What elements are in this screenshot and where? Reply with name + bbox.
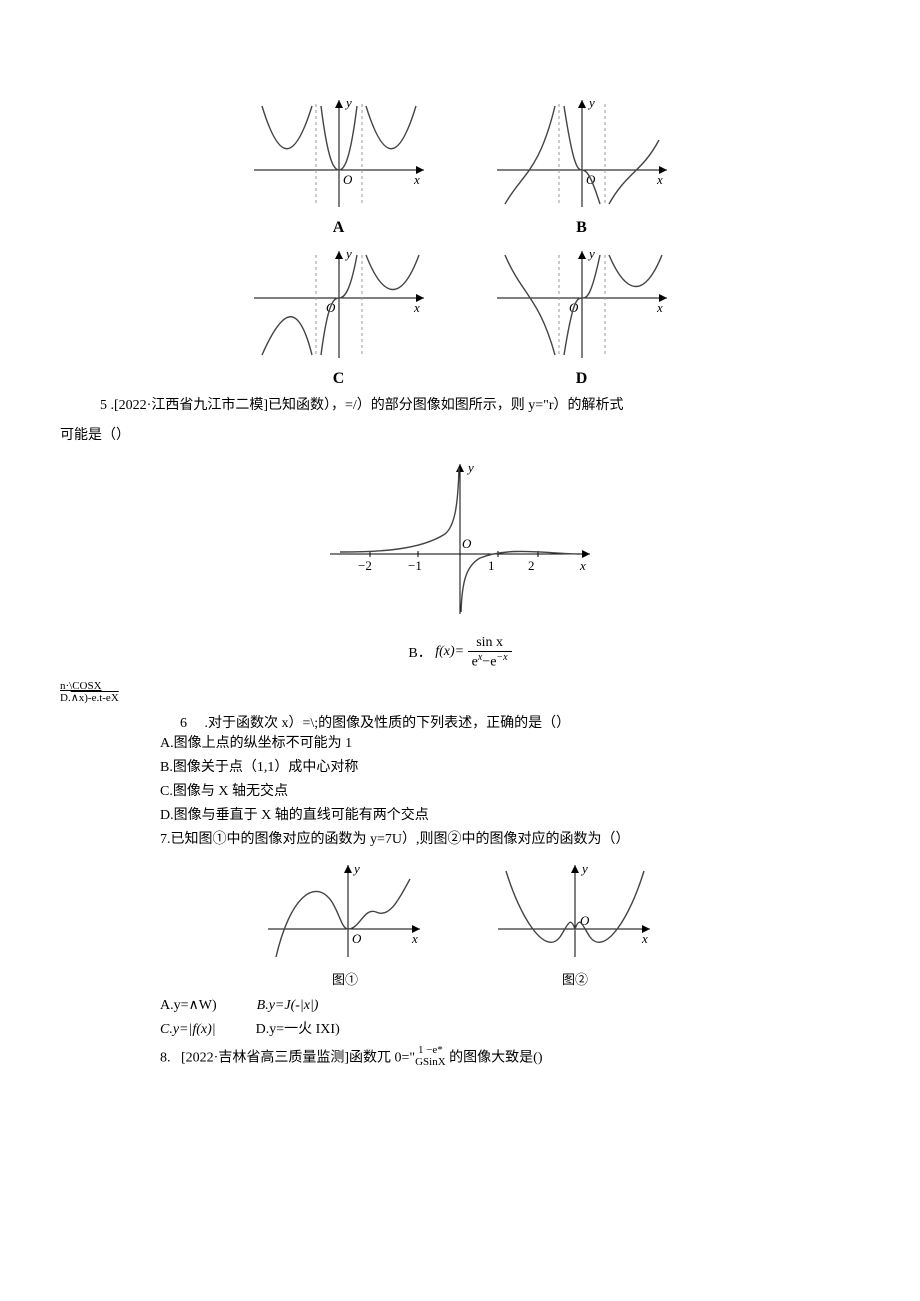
q7-graph2-cell: O x y 图② bbox=[490, 857, 660, 988]
q7-b: B.y=J(-|x|) bbox=[257, 994, 319, 1018]
svg-text:x: x bbox=[579, 558, 586, 573]
q6-a: A.图像上点的纵坐标不可能为 1 bbox=[160, 732, 880, 756]
q6-num: 6 bbox=[180, 716, 187, 731]
q5-line2: 可能是（） bbox=[60, 424, 880, 448]
q5-option-b: B． f(x)= sin x ex−e−x bbox=[40, 635, 880, 671]
q5-line1: 5 .[2022·江西省九江市二模]已知函数），=/）的部分图像如图所示，则 y… bbox=[100, 394, 880, 418]
abcd-graph-grid: O x y A O x y B O bbox=[235, 92, 685, 388]
svg-text:−2: −2 bbox=[358, 558, 372, 573]
svg-text:y: y bbox=[352, 861, 360, 876]
graph-a-cell: O x y A bbox=[244, 92, 434, 237]
graph-b-label: B bbox=[487, 219, 677, 237]
q7-text: 7.已知图①中的图像对应的函数为 y=7U）,则图②中的图像对应的函数为（） bbox=[160, 828, 880, 852]
q5-b-den: ex−e−x bbox=[468, 652, 512, 671]
q6-b: B.图像关于点（1,1）成中心对称 bbox=[160, 756, 880, 780]
graph-a-label: A bbox=[244, 219, 434, 237]
svg-text:x: x bbox=[411, 931, 418, 946]
q5-b-fraction: sin x ex−e−x bbox=[468, 635, 512, 671]
svg-text:O: O bbox=[343, 172, 353, 187]
q6-text: .对于函数次 x）=\;的图像及性质的下列表述，正确的是（） bbox=[205, 716, 571, 731]
graph-d-cell: O x y D bbox=[487, 243, 677, 388]
svg-text:O: O bbox=[462, 536, 472, 551]
svg-text:y: y bbox=[344, 95, 352, 110]
graph-b-cell: O x y B bbox=[487, 92, 677, 237]
graph-c-label: C bbox=[244, 370, 434, 388]
svg-text:x: x bbox=[413, 300, 420, 315]
svg-text:1: 1 bbox=[488, 558, 495, 573]
q6-c: C.图像与 X 轴无交点 bbox=[160, 780, 880, 804]
svg-text:x: x bbox=[656, 172, 663, 187]
q8-line: 8. [2022·吉林省高三质量监测]函数兀 0="1 −e*GSinX 的图像… bbox=[160, 1046, 880, 1070]
q8-frac: 1 −e*GSinX bbox=[415, 1044, 446, 1068]
q7-d: D.y=一火 IXI) bbox=[256, 1018, 340, 1042]
svg-text:y: y bbox=[466, 460, 474, 475]
svg-text:y: y bbox=[344, 246, 352, 261]
graph-c: O x y bbox=[244, 243, 434, 363]
svg-text:x: x bbox=[641, 931, 648, 946]
graph-d: O x y bbox=[487, 243, 677, 363]
q5-b-func: f(x)= bbox=[435, 644, 464, 660]
q5-graph-wrap: x y O −2 −1 1 2 bbox=[40, 454, 880, 629]
svg-text:−1: −1 bbox=[408, 558, 422, 573]
q7-label1: 图① bbox=[260, 969, 430, 988]
q7-graphs: O x y 图① O x y 图② bbox=[40, 857, 880, 988]
svg-text:2: 2 bbox=[528, 558, 535, 573]
q8-num: 8. bbox=[160, 1050, 171, 1065]
q7-graph2: O x y bbox=[490, 857, 660, 962]
q7-row2: C.y=|f(x)| D.y=一火 IXI) bbox=[160, 1018, 880, 1042]
graph-d-label: D bbox=[487, 370, 677, 388]
svg-text:y: y bbox=[587, 95, 595, 110]
graph-c-cell: O x y C bbox=[244, 243, 434, 388]
q5-d-bottom: D.∧x)-e.t-eX bbox=[60, 692, 880, 704]
q5-graph: x y O −2 −1 1 2 bbox=[310, 454, 610, 624]
q5-number: 5 bbox=[100, 398, 107, 413]
svg-text:x: x bbox=[413, 172, 420, 187]
q6-line: 6 .对于函数次 x）=\;的图像及性质的下列表述，正确的是（） bbox=[180, 712, 880, 732]
q6-d: D.图像与垂直于 X 轴的直线可能有两个交点 bbox=[160, 804, 880, 828]
q8-suffix: 的图像大致是() bbox=[446, 1050, 543, 1065]
q5-b-prefix: B． bbox=[408, 642, 431, 662]
q7-a: A.y=∧W) bbox=[160, 994, 217, 1018]
svg-text:y: y bbox=[580, 861, 588, 876]
q8-prefix: [2022·吉林省高三质量监测]函数兀 0=" bbox=[181, 1050, 415, 1065]
q5-option-d: n·\COSX D.∧x)-e.t-eX bbox=[60, 680, 880, 704]
q7-row1: A.y=∧W) B.y=J(-|x|) bbox=[160, 994, 880, 1018]
q7-graph1: O x y bbox=[260, 857, 430, 962]
q5-text1: .[2022·江西省九江市二模]已知函数），=/）的部分图像如图所示，则 y="… bbox=[111, 398, 624, 413]
svg-text:O: O bbox=[352, 931, 362, 946]
svg-text:y: y bbox=[587, 246, 595, 261]
q5-b-num: sin x bbox=[468, 635, 512, 652]
graph-a: O x y bbox=[244, 92, 434, 212]
q7-graph1-cell: O x y 图① bbox=[260, 857, 430, 988]
q7-c: C.y=|f(x)| bbox=[160, 1018, 216, 1042]
graph-b: O x y bbox=[487, 92, 677, 212]
q5-d-top: n·\COSX bbox=[60, 680, 880, 692]
svg-text:O: O bbox=[580, 913, 590, 928]
svg-text:x: x bbox=[656, 300, 663, 315]
q7-label2: 图② bbox=[490, 969, 660, 988]
